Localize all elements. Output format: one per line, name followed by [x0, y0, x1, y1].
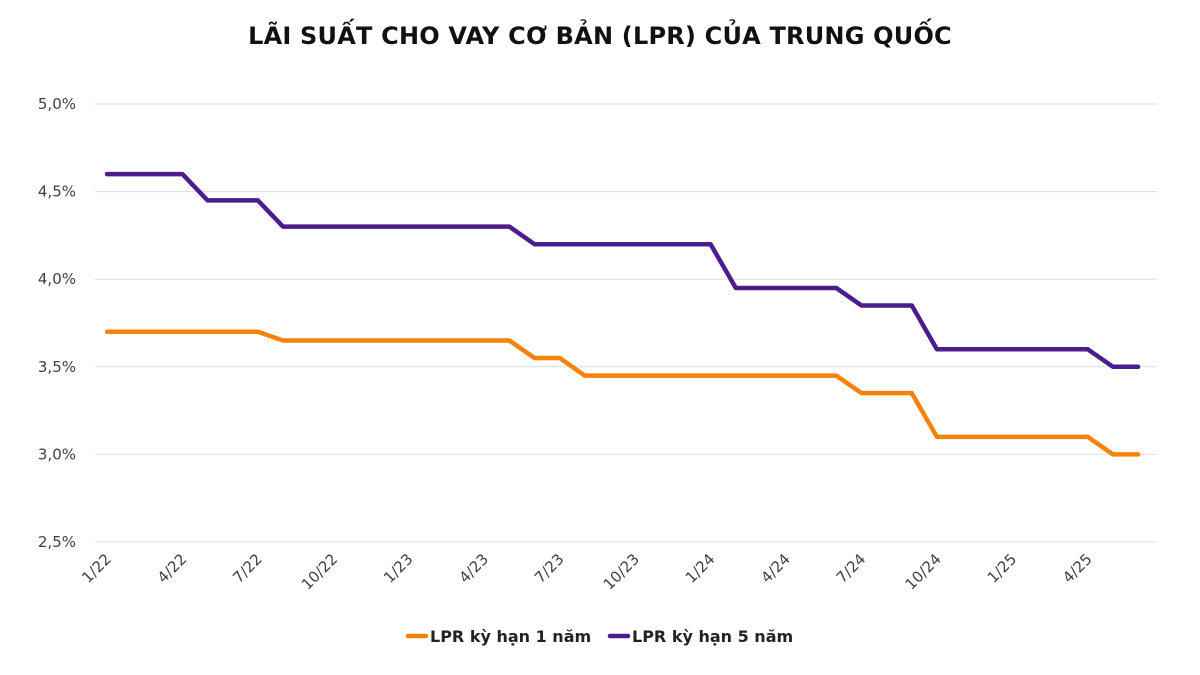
x-tick-label: 1/24 — [682, 550, 719, 587]
x-axis-labels: 1/22 4/22 7/22 10/22 1/23 4/23 7/23 10/23 1/24 4/… — [78, 550, 1095, 593]
series-lines — [104, 171, 1141, 457]
x-tick-label: 4/22 — [154, 550, 191, 587]
y-tick-label: 3,5% — [38, 358, 76, 376]
y-tick-label: 3,0% — [38, 445, 76, 463]
x-tick-label: 7/22 — [229, 550, 266, 587]
grid-lines — [95, 103, 1157, 543]
x-tick-label: 1/23 — [380, 550, 417, 587]
x-tick-label: 1/25 — [984, 550, 1021, 587]
x-tick-label: 4/25 — [1059, 550, 1096, 587]
x-tick-label: 4/23 — [456, 550, 493, 587]
y-tick-label: 2,5% — [38, 533, 76, 551]
y-tick-label: 4,5% — [38, 183, 76, 201]
x-tick-label: 10/24 — [901, 550, 944, 593]
y-tick-label: 5,0% — [38, 95, 76, 113]
chart-title: LÃI SUẤT CHO VAY CƠ BẢN (LPR) CỦA TRUNG … — [248, 22, 952, 50]
series-line-1 — [104, 329, 1141, 457]
x-tick-label: 4/24 — [757, 550, 794, 587]
x-tick-label: 7/23 — [531, 550, 568, 587]
x-tick-label: 7/24 — [833, 550, 870, 587]
y-tick-label: 4,0% — [38, 270, 76, 288]
legend: LPR kỳ hạn 1 năm LPR kỳ hạn 5 năm — [405, 627, 793, 646]
series-line-2 — [104, 171, 1141, 370]
x-tick-label: 10/22 — [298, 550, 341, 593]
y-axis-labels: 2,5% 3,0% 3,5% 4,0% 4,5% 5,0% — [38, 95, 76, 551]
x-tick-label: 10/23 — [600, 550, 643, 593]
legend-label: LPR kỳ hạn 1 năm — [430, 627, 591, 646]
x-tick-label: 1/22 — [78, 550, 115, 587]
legend-label: LPR kỳ hạn 5 năm — [632, 627, 793, 646]
